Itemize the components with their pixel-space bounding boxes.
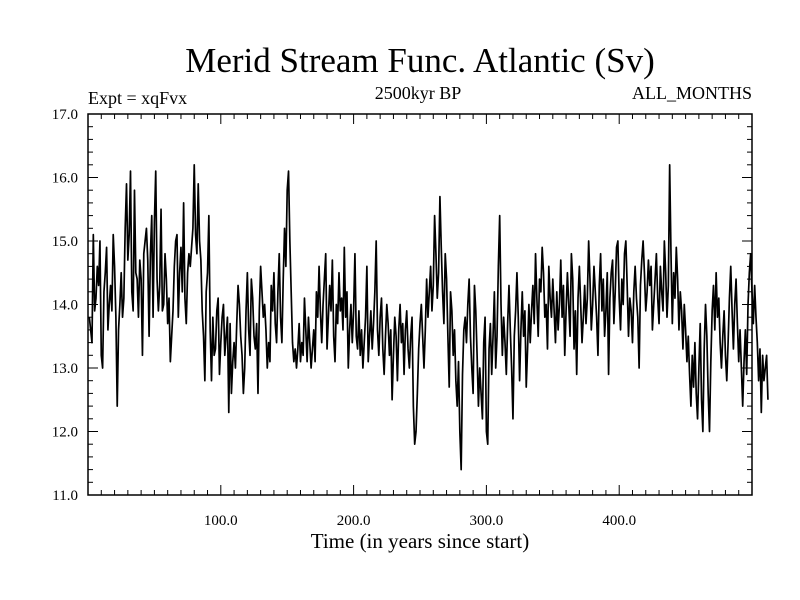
experiment-label: Expt = xqFvx	[88, 88, 187, 108]
x-axis-label: Time (in years since start)	[311, 529, 530, 553]
period-label: 2500kyr BP	[375, 83, 462, 103]
x-tick-label: 400.0	[602, 513, 636, 529]
y-tick-label: 11.0	[52, 488, 78, 504]
y-tick-label: 17.0	[52, 107, 78, 123]
y-tick-label: 12.0	[52, 425, 78, 441]
y-tick-label: 14.0	[52, 298, 78, 314]
y-tick-label: 16.0	[52, 171, 78, 187]
y-tick-label: 13.0	[52, 361, 78, 377]
axis-tick-labels: 100.0 200.0 300.0 400.0 11.0 12.0 13.0 14.0 15.0…	[52, 107, 636, 529]
chart-title: Merid Stream Func. Atlantic (Sv)	[185, 41, 655, 80]
plot-frame	[87, 113, 753, 496]
months-label: ALL_MONTHS	[632, 83, 752, 103]
x-tick-label: 300.0	[470, 513, 504, 529]
axis-ticks	[88, 114, 752, 495]
y-tick-label: 15.0	[52, 234, 78, 250]
data-series-line	[88, 163, 769, 471]
x-tick-label: 200.0	[337, 513, 371, 529]
x-tick-label: 100.0	[204, 513, 238, 529]
